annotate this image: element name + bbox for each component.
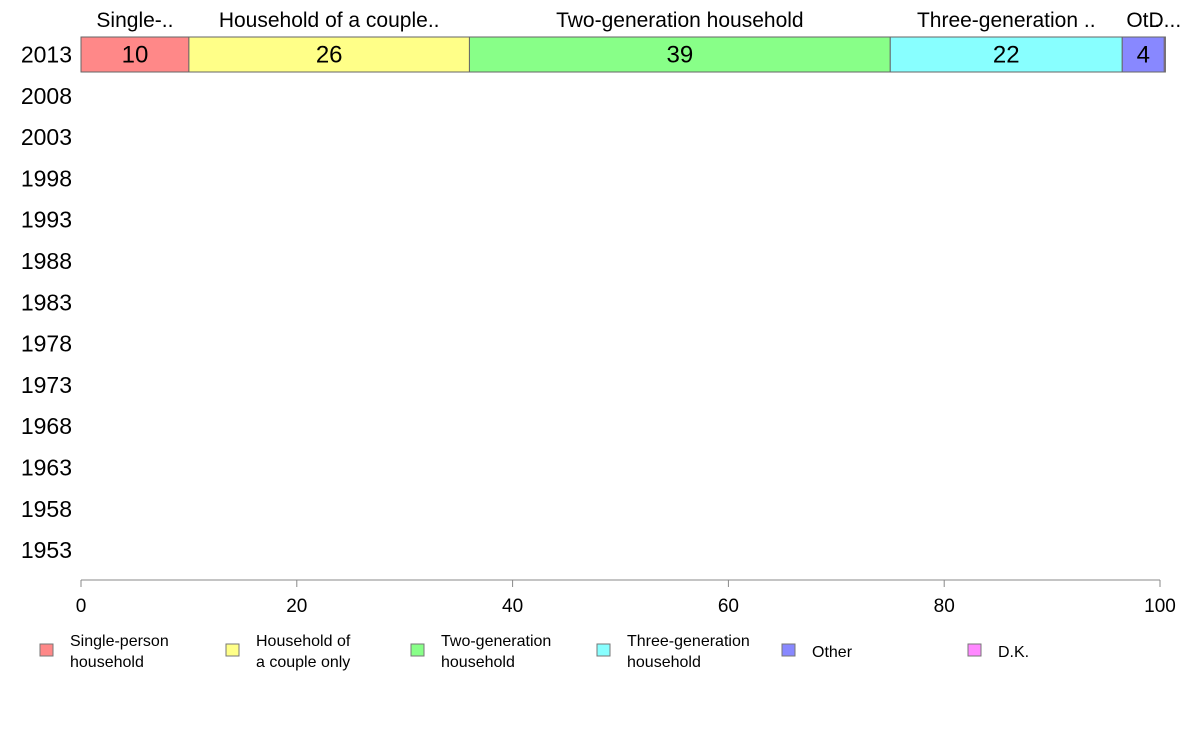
legend-label-2-line-1: household xyxy=(441,654,515,671)
legend-label-4: Other xyxy=(812,644,853,661)
column-header-5: D... xyxy=(1149,9,1182,32)
year-label-2008: 2008 xyxy=(21,83,72,109)
year-label-1983: 1983 xyxy=(21,289,72,315)
year-label-1973: 1973 xyxy=(21,372,72,398)
bar-segment-2013-1 xyxy=(188,36,470,73)
x-tick-label-40: 40 xyxy=(502,596,523,617)
legend-swatch-3 xyxy=(596,643,611,657)
data-label-2013-1: 26 xyxy=(316,42,343,69)
bar-segment-2013-5 xyxy=(1163,36,1166,73)
bar-segment-2013-2 xyxy=(468,36,891,73)
year-label-1953: 1953 xyxy=(21,537,72,563)
column-header-1: Household of a couple.. xyxy=(219,9,440,32)
column-header-3: Three-generation .. xyxy=(917,9,1096,32)
legend-swatch-5 xyxy=(967,643,982,657)
year-label-1998: 1998 xyxy=(21,165,72,191)
data-label-2013-3: 22 xyxy=(993,42,1020,69)
x-tick-label-60: 60 xyxy=(718,596,739,617)
year-label-1963: 1963 xyxy=(21,455,72,481)
legend-label-3-line-0: Three-generation xyxy=(627,633,750,650)
legend-swatch-2 xyxy=(410,643,425,657)
year-label-1978: 1978 xyxy=(21,331,72,357)
legend-swatch-4 xyxy=(781,643,796,657)
x-tick-label-80: 80 xyxy=(934,596,955,617)
column-header-2: Two-generation household xyxy=(556,9,804,32)
legend-label-3-line-1: household xyxy=(627,654,701,671)
legend-swatch-0 xyxy=(39,643,54,657)
data-label-2013-0: 10 xyxy=(122,42,149,69)
column-header-4: Ot.. xyxy=(1126,9,1160,32)
bar-segment-2013-0 xyxy=(80,36,190,73)
legend-label-2-line-0: Two-generation xyxy=(441,633,551,650)
year-label-2013: 2013 xyxy=(21,42,72,68)
bar-segment-2013-4 xyxy=(1121,36,1165,73)
year-label-2003: 2003 xyxy=(21,124,72,150)
legend-label-1-line-0: Household of xyxy=(256,633,351,650)
legend-label-1-line-1: a couple only xyxy=(256,654,350,671)
legend-label-5: D.K. xyxy=(998,644,1029,661)
data-label-2013-4: 4 xyxy=(1137,42,1150,69)
x-tick-label-20: 20 xyxy=(286,596,307,617)
year-label-1993: 1993 xyxy=(21,207,72,233)
column-header-0: Single-.. xyxy=(96,9,173,32)
legend-label-0-line-0: Single-person xyxy=(70,633,169,650)
year-label-1958: 1958 xyxy=(21,496,72,522)
legend-swatch-1 xyxy=(225,643,240,657)
year-label-1968: 1968 xyxy=(21,413,72,439)
x-tick-label-100: 100 xyxy=(1144,596,1176,617)
x-tick-label-0: 0 xyxy=(76,596,87,617)
legend-label-0-line-1: household xyxy=(70,654,144,671)
data-label-2013-2: 39 xyxy=(666,42,693,69)
year-label-1988: 1988 xyxy=(21,248,72,274)
